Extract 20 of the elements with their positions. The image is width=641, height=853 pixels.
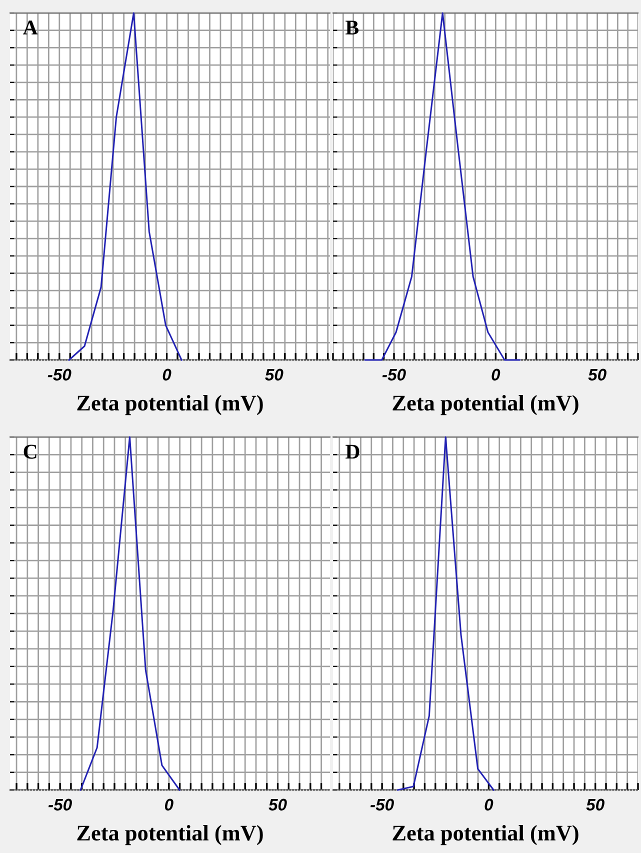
x-axis-title: Zeta potential (mV) xyxy=(77,824,263,846)
x-tick-label: -50 xyxy=(370,798,394,811)
x-tick-label: 0 xyxy=(162,368,172,381)
x-tick-label: -50 xyxy=(382,368,406,381)
x-axis-title: Zeta potential (mV) xyxy=(392,824,578,846)
chart-title: A xyxy=(23,20,38,34)
chart-title: C xyxy=(24,444,36,459)
x-tick-label: 50 xyxy=(586,798,604,811)
x-tick-label: 0 xyxy=(164,798,174,811)
x-axis-title: Zeta potential (mV) xyxy=(77,394,263,416)
x-tick-label: -50 xyxy=(48,368,72,381)
chart-title: D xyxy=(346,444,360,459)
x-tick-label: 50 xyxy=(265,368,284,381)
x-tick-label: 50 xyxy=(268,798,287,811)
x-axis-title: Zeta potential (mV) xyxy=(392,394,578,416)
x-tick-label: 50 xyxy=(588,368,606,381)
x-tick-label: 0 xyxy=(492,368,500,381)
x-tick-label: 0 xyxy=(484,798,494,811)
x-tick-label: -50 xyxy=(48,798,72,811)
chart-title: B xyxy=(346,20,359,34)
